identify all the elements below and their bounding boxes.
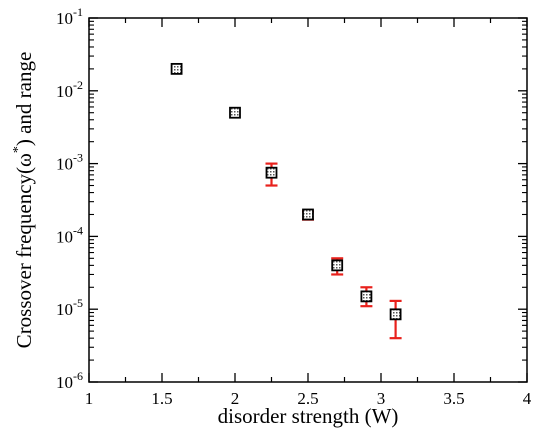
y-tick-exponent: -5: [73, 296, 83, 310]
y-tick-label: 10-5: [56, 296, 83, 319]
y-axis-title-suffix: ) and range: [12, 52, 36, 146]
data-markers: [170, 62, 402, 321]
y-tick-base: 10: [56, 227, 73, 246]
x-axis-title: disorder strength (W): [218, 404, 399, 428]
y-tick-exponent: -4: [73, 223, 83, 237]
y-tick-base: 10: [56, 373, 73, 392]
y-tick-base: 10: [56, 155, 73, 174]
y-axis-title-sup: *: [11, 146, 26, 153]
y-tick-base: 10: [56, 9, 73, 28]
data-point: [389, 308, 402, 321]
y-tick-exponent: -6: [73, 369, 83, 383]
x-tick-label: 3.5: [443, 389, 464, 408]
x-tick-labels: 1 1.5 2 2.5 3 3.5 4: [85, 389, 532, 408]
x-tick-label: 4: [523, 389, 532, 408]
y-tick-exponent: -2: [73, 78, 83, 92]
plot-frame: [88, 17, 528, 383]
x-tick-label: 1.5: [151, 389, 172, 408]
y-axis-title: Crossover frequency(ω*) and range: [11, 52, 36, 349]
y-tick-base: 10: [56, 82, 73, 101]
data-point: [360, 290, 373, 303]
data-point: [229, 106, 241, 119]
error-bars: [265, 162, 402, 340]
y-tick-label: 10-4: [56, 223, 83, 246]
x-tick-label: 2: [231, 389, 240, 408]
y-tick-label: 10-3: [56, 151, 83, 174]
x-tick-label: 3: [377, 389, 386, 408]
data-point: [331, 259, 344, 272]
y-tick-base: 10: [56, 300, 73, 319]
y-tick-label: 10-2: [56, 78, 83, 101]
x-tick-label: 1: [85, 389, 94, 408]
x-tick-label: 2.5: [297, 389, 318, 408]
data-point: [302, 208, 314, 221]
y-tick-labels: 10-610-510-410-310-210-1: [56, 5, 83, 392]
y-axis-title-prefix: Crossover frequency(ω: [12, 153, 36, 348]
y-tick-exponent: -1: [73, 5, 83, 19]
data-point: [265, 166, 278, 179]
axis-ticks: [88, 17, 528, 383]
y-tick-label: 10-6: [56, 369, 83, 392]
y-tick-label: 10-1: [56, 5, 83, 28]
data-point: [170, 62, 183, 75]
y-tick-exponent: -3: [73, 151, 83, 165]
